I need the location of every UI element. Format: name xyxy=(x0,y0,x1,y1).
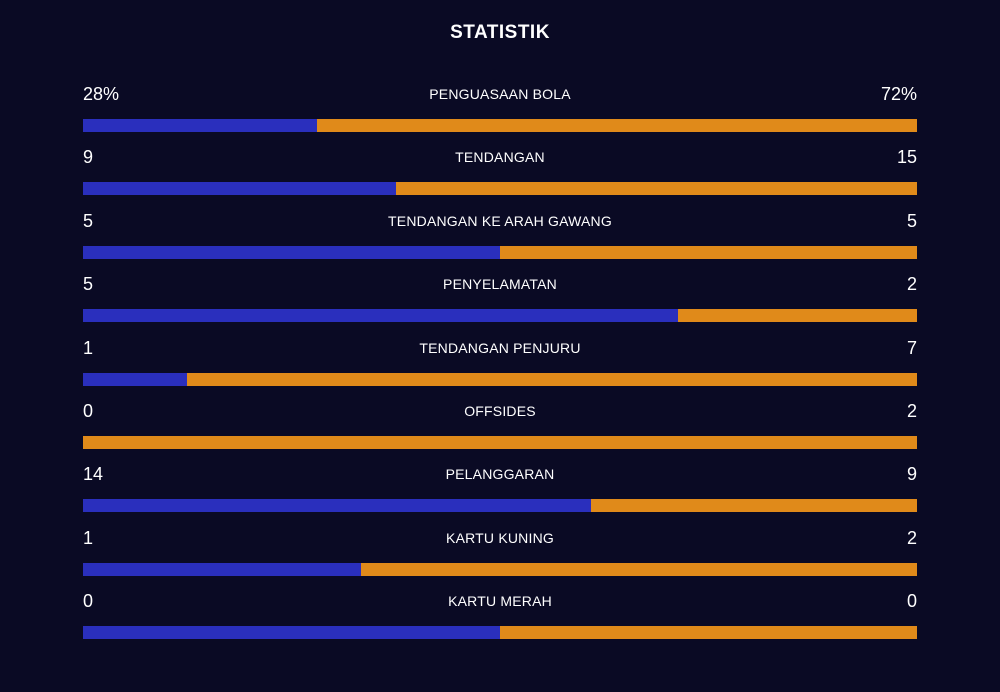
comparison-bar xyxy=(83,182,917,196)
away-bar-segment xyxy=(316,119,917,132)
comparison-bar xyxy=(83,499,917,513)
comparison-bar xyxy=(83,245,917,259)
away-bar-segment xyxy=(83,435,917,449)
home-bar-segment xyxy=(83,309,679,323)
home-bar-segment xyxy=(83,499,591,513)
stat-label: KARTU KUNING xyxy=(446,529,554,546)
away-bar-segment xyxy=(678,309,917,323)
comparison-bar xyxy=(83,119,917,132)
comparison-bar xyxy=(83,435,917,449)
home-bar-segment xyxy=(83,119,317,132)
stat-label: PENYELAMATAN xyxy=(443,276,557,293)
home-bar-segment xyxy=(83,245,500,259)
away-bar-segment xyxy=(187,372,917,386)
stat-row-fouls: 14 PELANGGARAN 9 xyxy=(83,462,917,525)
away-value: 2 xyxy=(906,274,917,295)
statistics-list: 28% PENGUASAAN BOLA 72% 9 TENDANGAN 15 5… xyxy=(83,82,917,653)
stat-row-saves: 5 PENYELAMATAN 2 xyxy=(83,272,917,335)
stat-label: KARTU MERAH xyxy=(448,593,552,610)
away-bar-segment xyxy=(500,626,917,640)
comparison-bar xyxy=(83,309,917,323)
stat-label: OFFSIDES xyxy=(464,402,536,419)
away-value: 5 xyxy=(906,210,917,231)
away-value: 15 xyxy=(896,147,917,168)
home-bar-segment xyxy=(83,562,361,576)
home-bar-segment xyxy=(83,626,500,640)
away-value: 9 xyxy=(906,464,917,485)
stat-label: TENDANGAN KE ARAH GAWANG xyxy=(388,212,612,229)
statistics-title: STATISTIK xyxy=(450,22,550,43)
stat-label: TENDANGAN xyxy=(455,149,545,166)
stat-label: TENDANGAN PENJURU xyxy=(419,339,581,356)
stat-row-yellow-cards: 1 KARTU KUNING 2 xyxy=(83,526,917,589)
stat-row-red-cards: 0 KARTU MERAH 0 xyxy=(83,589,917,652)
stat-row-corners: 1 TENDANGAN PENJURU 7 xyxy=(83,336,917,399)
away-bar-segment xyxy=(500,245,917,259)
stat-row-shots: 9 TENDANGAN 15 xyxy=(83,145,917,208)
home-value: 14 xyxy=(83,464,104,485)
away-bar-segment xyxy=(590,499,917,513)
away-bar-segment xyxy=(395,182,917,196)
stat-row-shots-on-target: 5 TENDANGAN KE ARAH GAWANG 5 xyxy=(83,209,917,272)
stat-label: PELANGGARAN xyxy=(445,466,555,483)
away-value: 0 xyxy=(906,591,917,612)
stat-row-offsides: 0 OFFSIDES 2 xyxy=(83,399,917,462)
away-bar-segment xyxy=(360,562,917,576)
home-value: 5 xyxy=(83,274,94,295)
away-value: 2 xyxy=(906,400,917,421)
comparison-bar xyxy=(83,626,917,640)
away-value: 2 xyxy=(906,527,917,548)
comparison-bar xyxy=(83,562,917,576)
home-value: 0 xyxy=(83,400,94,421)
home-bar-segment xyxy=(83,182,396,196)
home-value: 9 xyxy=(83,147,94,168)
home-value: 1 xyxy=(83,527,94,548)
stat-row-possession: 28% PENGUASAAN BOLA 72% xyxy=(83,82,917,145)
home-value: 0 xyxy=(83,591,94,612)
home-bar-segment xyxy=(83,372,188,386)
stat-label: PENGUASAAN BOLA xyxy=(429,86,571,102)
away-value: 7 xyxy=(906,337,917,358)
home-value: 1 xyxy=(83,337,94,358)
home-value: 5 xyxy=(83,210,94,231)
home-value: 28% xyxy=(83,84,120,104)
comparison-bar xyxy=(83,372,917,386)
away-value: 72% xyxy=(880,84,917,104)
